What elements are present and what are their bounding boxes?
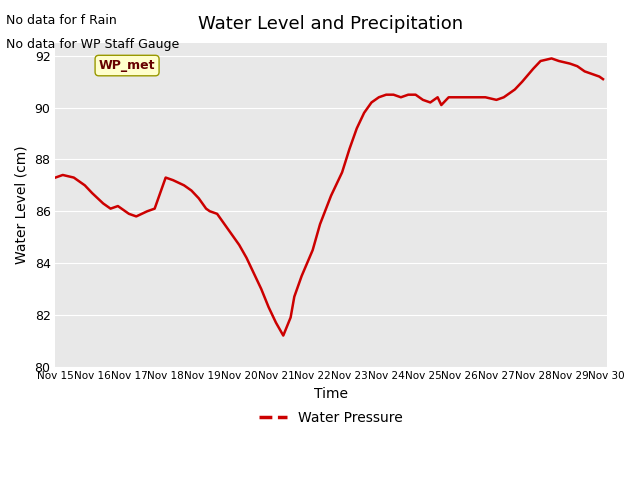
Text: WP_met: WP_met <box>99 59 156 72</box>
Legend: Water Pressure: Water Pressure <box>253 406 408 431</box>
Text: No data for WP Staff Gauge: No data for WP Staff Gauge <box>6 38 180 51</box>
Title: Water Level and Precipitation: Water Level and Precipitation <box>198 15 463 33</box>
Text: No data for f Rain: No data for f Rain <box>6 14 117 27</box>
Y-axis label: Water Level (cm): Water Level (cm) <box>15 145 29 264</box>
X-axis label: Time: Time <box>314 387 348 401</box>
